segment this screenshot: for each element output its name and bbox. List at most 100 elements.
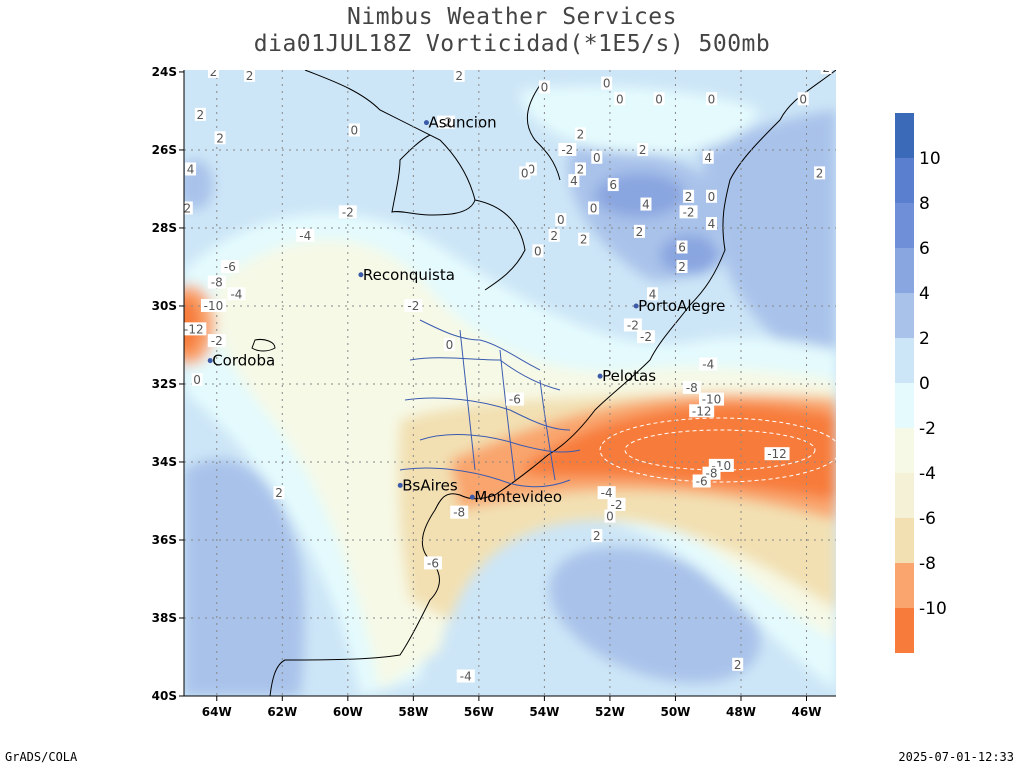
city-marker: [469, 494, 475, 500]
contour-label-bg: [424, 556, 443, 570]
contour-label-bg: [623, 318, 642, 332]
contour-label: 4: [187, 162, 195, 176]
contour-label-bg: [532, 244, 544, 258]
city-label: Reconquista: [363, 266, 455, 284]
contour-label: -4: [230, 287, 242, 301]
contour-label: 0: [351, 123, 359, 137]
lon-tick-label: 54W: [529, 705, 559, 719]
contour-label: 0: [193, 373, 201, 387]
contour-label: 0: [534, 244, 542, 258]
contour-label: 0: [708, 190, 716, 204]
contour-label: 0: [616, 92, 624, 106]
colorbar-label: 2: [919, 329, 930, 349]
lon-tick-label: 62W: [267, 705, 297, 719]
contour-label-bg: [633, 224, 645, 238]
contour-label: -4: [601, 486, 613, 500]
contour-label-bg: [456, 669, 475, 683]
contour-label-bg: [797, 92, 809, 106]
contour-label: 0: [541, 81, 549, 95]
colorbar-swatch: [895, 158, 914, 203]
contour-label-bg: [732, 657, 744, 671]
contour-label: -2: [211, 334, 223, 348]
contour-label: 2: [580, 233, 588, 247]
contour-label: 0: [603, 77, 611, 91]
contour-label-bg: [591, 529, 603, 543]
contour-label-bg: [568, 174, 580, 188]
colorbar-swatch: [895, 383, 914, 428]
colorbar-label: -10: [919, 599, 947, 619]
lon-tick-label: 48W: [726, 705, 756, 719]
lon-tick-label: 60W: [333, 705, 363, 719]
contour-label-bg: [207, 70, 219, 78]
contour-label: -10: [702, 393, 722, 407]
contour-label: -4: [702, 357, 714, 371]
lon-tick-label: 52W: [595, 705, 625, 719]
contour-label: 0: [593, 151, 601, 165]
colorbar-swatch: [895, 113, 914, 158]
contour-label: 2: [678, 260, 686, 274]
contour-label: -6: [224, 260, 236, 274]
contour-label-bg: [607, 178, 619, 192]
contour-label: -10: [204, 299, 224, 313]
colorbar-label: -2: [919, 419, 936, 439]
contour-label-bg: [682, 380, 701, 394]
colorbar-swatch: [895, 518, 914, 563]
contour-label-bg: [699, 357, 718, 371]
city-label: PortoAlegre: [638, 297, 725, 315]
contour-label-bg: [273, 486, 285, 500]
colorbar: 10 8 6 4 2 0 -2 -4 -6 -8 -10: [895, 113, 947, 653]
contour-label-bg: [338, 205, 357, 219]
contour-label: -6: [427, 556, 439, 570]
contour-label: 2: [275, 486, 283, 500]
contour-label-bg: [820, 70, 832, 75]
lat-tick-label: 34S: [152, 455, 177, 469]
contour-label-bg: [184, 201, 193, 215]
colorbar-label: 6: [919, 239, 930, 259]
contour-label: -8: [686, 381, 698, 395]
contour-label-bg: [637, 142, 649, 156]
contour-label-bg: [185, 162, 197, 176]
contour-label: -8: [453, 506, 465, 520]
axis-ticks: 24S 26S 28S 30S 32S 34S 36S 38S 40S 64W 62W 60W 58W 5…: [152, 65, 836, 719]
contour-label-bg: [214, 131, 226, 145]
contour-label: -2: [342, 205, 354, 219]
colorbar-swatch: [895, 338, 914, 383]
lat-tick-label: 36S: [152, 533, 177, 547]
contour-label-bg: [676, 240, 688, 254]
contour-label-bg: [555, 213, 567, 227]
contour-label: 2: [455, 69, 463, 83]
contour-label-bg: [207, 334, 226, 348]
contour-label: 0: [606, 510, 614, 524]
contour-label: 0: [521, 166, 529, 180]
contour-label: 2: [550, 229, 558, 243]
contour-label-bg: [220, 259, 239, 273]
lat-tick-label: 40S: [152, 689, 177, 703]
colorbar-swatch: [895, 473, 914, 518]
lon-tick-label: 56W: [464, 705, 494, 719]
colorbar-swatch: [895, 293, 914, 338]
contour-label-bg: [597, 486, 616, 500]
city-marker: [597, 373, 603, 379]
lon-tick-label: 64W: [202, 705, 232, 719]
contour-label-bg: [404, 298, 423, 312]
contour-label: 0: [446, 338, 454, 352]
colorbar-label: -8: [919, 554, 936, 574]
contour-label-bg: [538, 80, 550, 94]
contour-label-bg: [505, 392, 524, 406]
contour-label-bg: [450, 505, 469, 519]
colorbar-label: 8: [919, 194, 930, 214]
contour-label: 2: [685, 190, 693, 204]
contour-label-bg: [574, 162, 586, 176]
contour-label-bg: [601, 76, 613, 90]
footer-credit: GrADS/COLA: [5, 750, 78, 764]
lat-tick-label: 32S: [152, 377, 177, 391]
contour-label: 0: [655, 92, 663, 106]
city-marker: [358, 272, 364, 278]
contour-label-bg: [653, 92, 665, 106]
contour-label-bg: [640, 197, 652, 211]
chart-title: Nimbus Weather Services: [347, 4, 677, 30]
contour-label: -2: [683, 205, 695, 219]
contour-label-bg: [683, 189, 695, 203]
